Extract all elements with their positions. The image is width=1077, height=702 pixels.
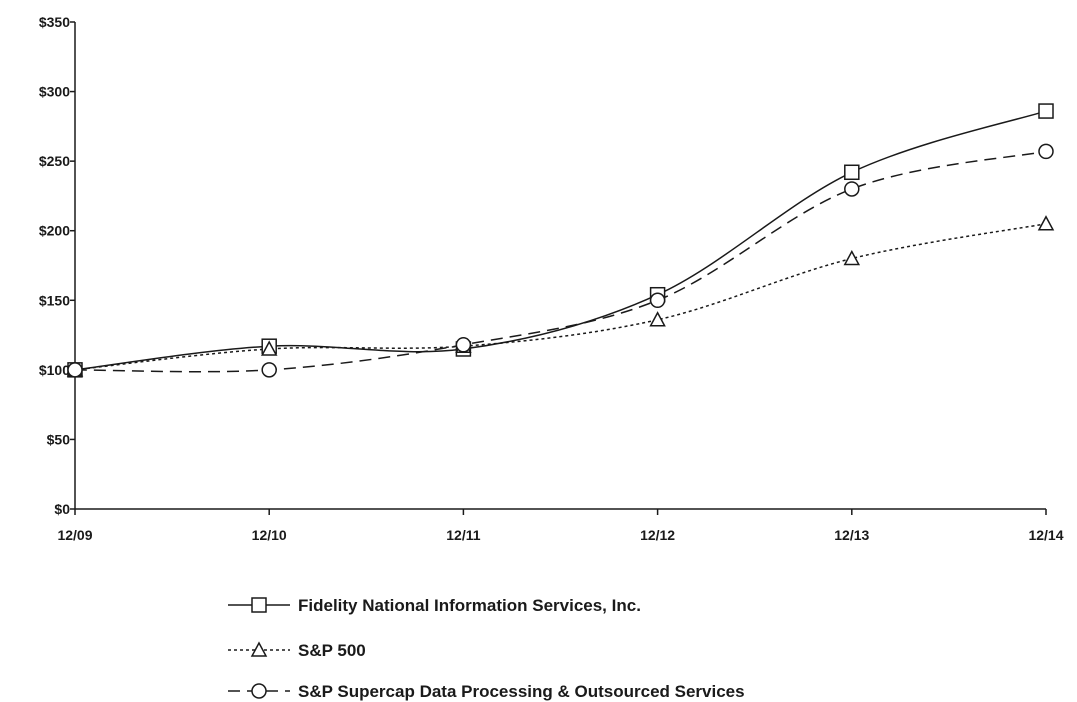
data-point-fidelity	[844, 164, 860, 181]
series-line-fidelity	[74, 110, 1047, 371]
data-point-supercap	[67, 362, 83, 378]
legend-marker-supercap	[251, 683, 267, 699]
series-markers	[66, 103, 1055, 378]
y-tick-label: $350	[39, 14, 70, 30]
y-axis-ticks: $0 $50 $100 $150 $200 $250 $300 $350	[39, 14, 75, 517]
y-tick-label: $50	[47, 431, 71, 447]
x-axis-ticks: 12/09 12/10 12/11 12/12 12/13 12/14	[57, 509, 1064, 543]
legend-marker-sp500	[250, 641, 268, 657]
y-tick-label: $0	[54, 501, 70, 517]
y-tick-label: $150	[39, 292, 70, 308]
data-point-supercap	[261, 362, 277, 378]
x-tick-label: 12/13	[834, 527, 869, 543]
data-point-sp500	[260, 340, 278, 356]
data-point-supercap	[844, 181, 860, 197]
legend-marker-fidelity	[251, 597, 267, 613]
data-point-supercap	[455, 337, 472, 353]
x-tick-label: 12/11	[446, 527, 480, 543]
x-tick-label: 12/12	[640, 527, 675, 543]
data-point-sp500	[649, 311, 666, 327]
data-point-fidelity	[1038, 103, 1054, 119]
legend-label-fidelity: Fidelity National Information Services, …	[298, 596, 641, 615]
y-tick-label: $100	[39, 362, 70, 378]
series-line-sp500	[74, 223, 1047, 371]
series-lines	[74, 110, 1047, 373]
data-point-supercap	[649, 292, 666, 309]
chart-legend: Fidelity National Information Services, …	[228, 596, 745, 701]
chart-axes	[74, 22, 1046, 510]
x-tick-label: 12/10	[252, 527, 287, 543]
legend-label-sp500: S&P 500	[298, 641, 366, 660]
series-line-supercap	[74, 150, 1047, 373]
legend-label-supercap: S&P Supercap Data Processing & Outsource…	[298, 682, 745, 701]
y-tick-label: $250	[39, 153, 70, 169]
data-point-sp500	[843, 249, 861, 266]
data-point-sp500	[1037, 215, 1055, 231]
y-tick-label: $300	[39, 84, 70, 100]
x-tick-label: 12/14	[1028, 527, 1063, 543]
x-tick-label: 12/09	[57, 527, 92, 543]
data-point-supercap	[1038, 143, 1054, 160]
y-tick-label: $200	[39, 223, 70, 239]
